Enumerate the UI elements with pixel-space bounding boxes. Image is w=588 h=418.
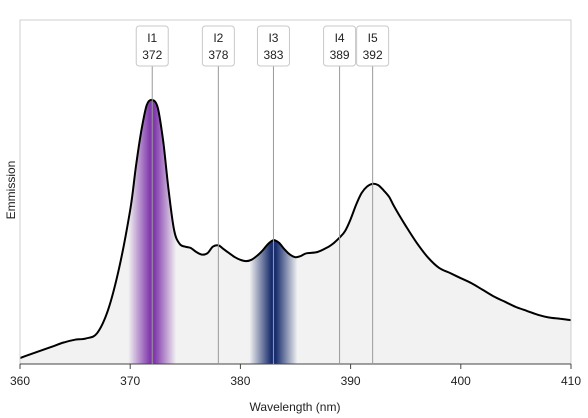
x-tick-label: 400 (451, 374, 471, 388)
peak-name-i3: I3 (268, 31, 278, 45)
x-tick-label: 370 (120, 374, 140, 388)
x-tick-label: 380 (230, 374, 250, 388)
peak-markers: I1 372 I2 378 I3 383 I4 389 I5 392 (135, 25, 390, 364)
peak-name-i5: I5 (368, 31, 378, 45)
x-tick-label: 360 (10, 374, 30, 388)
peak-value-i3: 383 (263, 48, 283, 62)
peak-name-i4: I4 (335, 31, 345, 45)
peak-name-i2: I2 (213, 31, 223, 45)
x-tick-label: 390 (341, 374, 361, 388)
peak-value-i1: 372 (142, 48, 162, 62)
peak-name-i1: I1 (147, 31, 157, 45)
plot-area (19, 98, 572, 364)
peak-label-box-i1 (135, 25, 169, 67)
peak-value-i4: 389 (330, 48, 350, 62)
peak-label-box-i2 (201, 25, 235, 67)
peak-value-i2: 378 (208, 48, 228, 62)
peak-label-box-i4 (323, 25, 357, 67)
peak-label-box-i5 (356, 25, 390, 67)
peak-label-box-i3 (256, 25, 290, 67)
peak-value-i5: 392 (363, 48, 383, 62)
x-axis-ticks: 360 370 380 390 400 410 (10, 364, 581, 388)
x-axis-title: Wavelength (nm) (250, 400, 341, 414)
y-axis-title: Emmission (4, 161, 18, 220)
x-tick-label: 410 (561, 374, 581, 388)
